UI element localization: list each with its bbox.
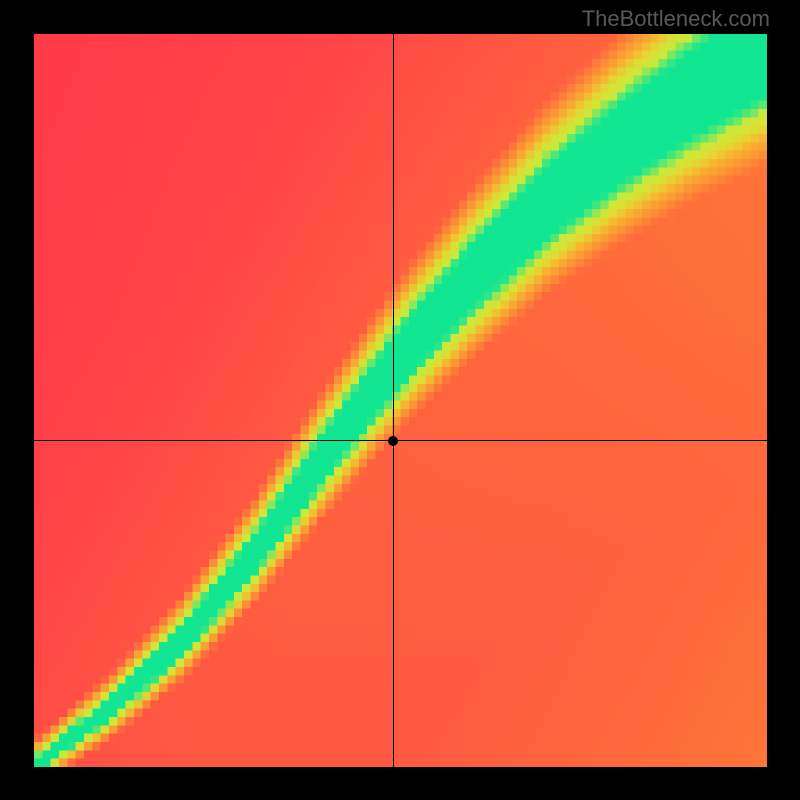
crosshair-point — [388, 436, 398, 446]
watermark-text: TheBottleneck.com — [582, 6, 770, 32]
chart-container: TheBottleneck.com — [0, 0, 800, 800]
crosshair-horizontal — [34, 440, 767, 441]
bottleneck-heatmap — [34, 34, 767, 767]
crosshair-vertical — [393, 34, 394, 767]
